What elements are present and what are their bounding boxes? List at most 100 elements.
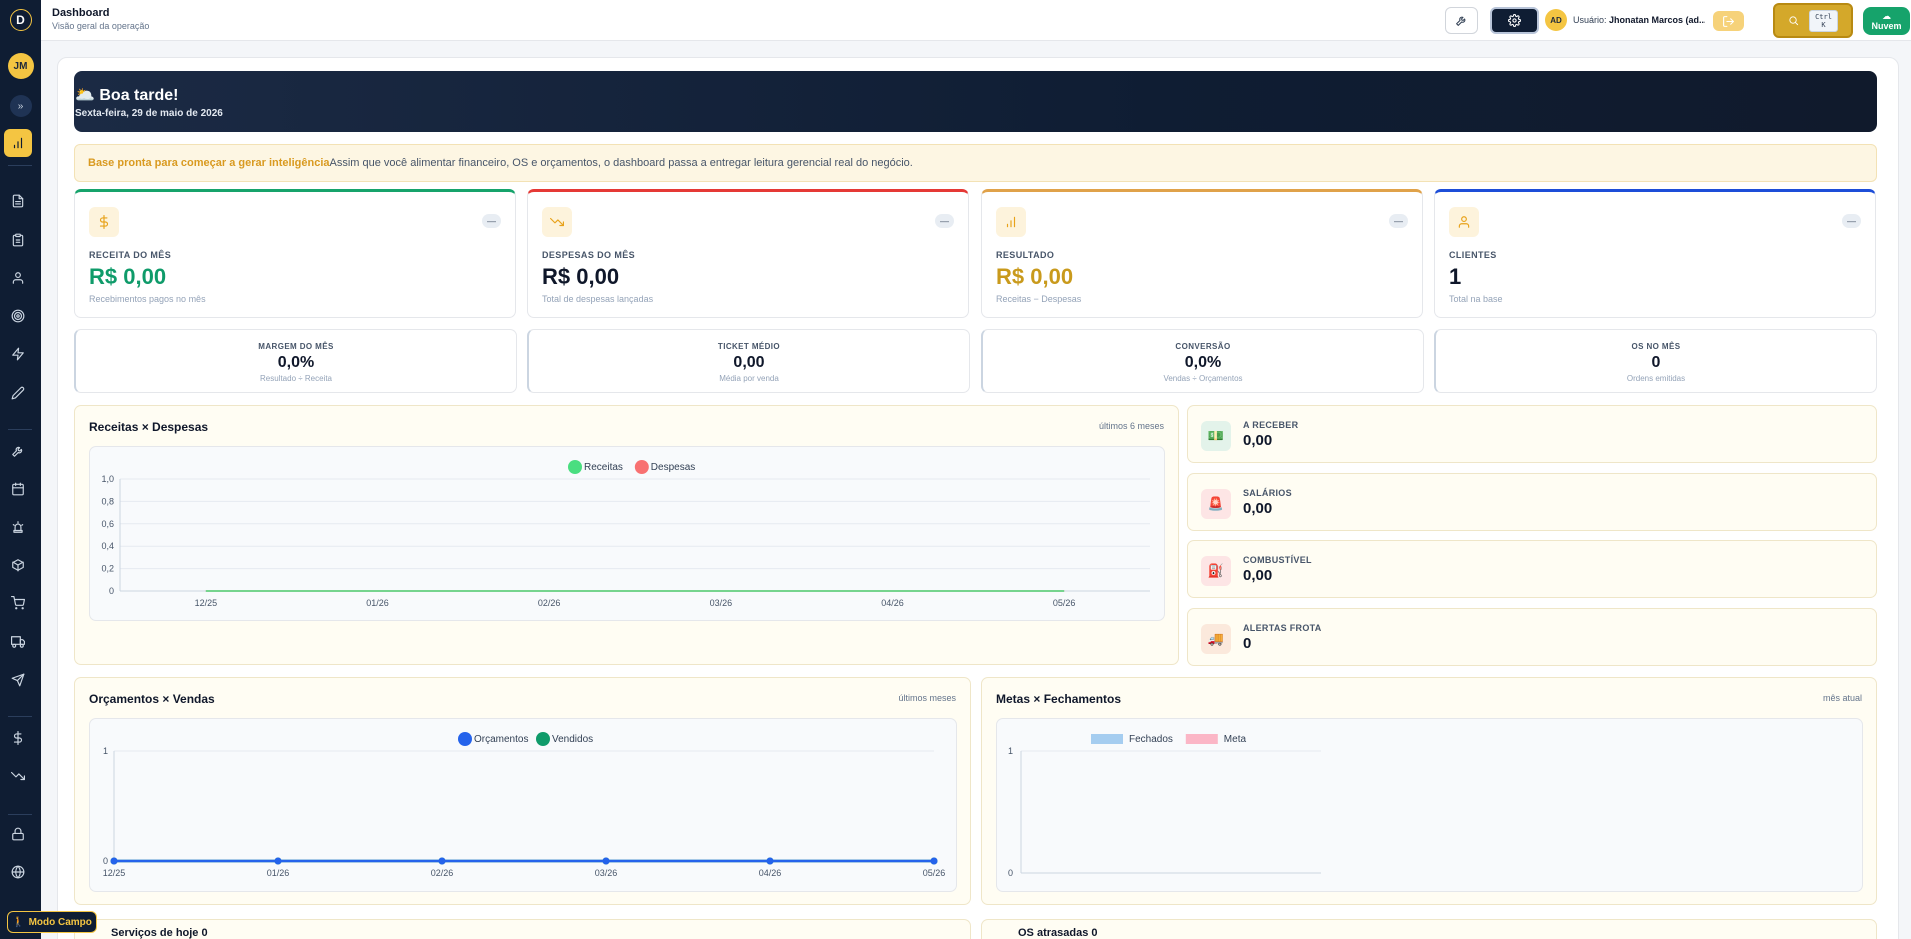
sidebar-item-web[interactable]: [4, 858, 32, 886]
notice-text: Assim que você alimentar financeiro, OS …: [329, 157, 913, 169]
data-point: [274, 857, 282, 865]
x-tick-label: 12/25: [103, 868, 126, 878]
sidebar-item-tools[interactable]: [4, 437, 32, 465]
kpi-label: DESPESAS DO MÊS: [542, 250, 636, 260]
logout-button[interactable]: [1713, 11, 1744, 31]
data-point: [110, 857, 118, 865]
overdue-os-card: OS atrasadas 0: [981, 919, 1877, 939]
metric-subtitle: Vendas ÷ Orçamentos: [1163, 374, 1243, 383]
overdue-os-title: OS atrasadas 0: [1018, 927, 1098, 939]
sidebar-item-edit[interactable]: [4, 379, 32, 407]
kpi-trend-pill: —: [1389, 214, 1408, 228]
greeting-banner: 🌥️ Boa tarde! Sexta-feira, 29 de maio de…: [74, 71, 1877, 132]
logout-icon: [1723, 15, 1734, 27]
sidebar: D JM »: [0, 0, 41, 939]
x-tick-label: 04/26: [759, 868, 782, 878]
sidebar-item-automation[interactable]: [4, 340, 32, 368]
tools-button[interactable]: [1445, 7, 1478, 34]
sidebar-item-dashboard[interactable]: [4, 129, 32, 157]
chart-range: últimos 6 meses: [1098, 421, 1164, 431]
clipboard-icon: [12, 233, 24, 247]
metric-value: 0,0%: [277, 354, 315, 371]
x-tick-label: 05/26: [1053, 598, 1076, 608]
sidebar-divider: [8, 429, 32, 430]
sidebar-item-finance[interactable]: [4, 724, 32, 752]
walker-icon: 🚶: [12, 916, 25, 928]
y-tick-label: 0,6: [101, 519, 114, 529]
bar-chart-icon: [13, 137, 23, 149]
sidebar-item-security[interactable]: [4, 820, 32, 848]
kpi-label: CLIENTES: [1449, 250, 1497, 260]
bar-chart-icon: [1006, 216, 1016, 228]
x-tick-label: 01/26: [267, 868, 290, 878]
x-tick-label: 03/26: [710, 598, 733, 608]
sidebar-item-clipboard[interactable]: [4, 226, 32, 254]
kpi-subtitle: Total de despesas lançadas: [542, 294, 654, 304]
siren-icon: [12, 521, 24, 533]
trending-down-icon: [550, 217, 564, 227]
stat-card: ⛽ COMBUSTÍVEL 0,00: [1187, 540, 1877, 598]
sidebar-item-routes[interactable]: [4, 666, 32, 694]
orcamentos-vendas-chart: 1 0 12/25 01/26 02/26 03/26 04/26 05/26 Orçament…: [103, 732, 945, 878]
y-tick-label: 1: [1008, 746, 1013, 756]
metric-subtitle: Média por venda: [719, 374, 779, 383]
cloud-button[interactable]: ☁ Nuvem: [1863, 7, 1910, 35]
truck-icon: 🚚: [1201, 624, 1231, 654]
y-tick-label: 0: [109, 586, 114, 596]
legend-label: Fechados: [1129, 734, 1173, 745]
chart-title: Metas × Fechamentos: [996, 692, 1122, 706]
metric-value: 0,00: [733, 354, 765, 371]
sidebar-item-calendar[interactable]: [4, 475, 32, 503]
legend-label: Receitas: [584, 462, 623, 473]
sidebar-item-fleet[interactable]: [4, 628, 32, 656]
sidebar-item-users[interactable]: [4, 264, 32, 292]
y-tick-label: 1,0: [101, 474, 114, 484]
header-avatar[interactable]: AD: [1545, 9, 1567, 31]
chart-card-orcamentos-vendas: Orçamentos × Vendas últimos meses 1 0 12/2…: [74, 677, 971, 905]
stat-label: COMBUSTÍVEL: [1243, 555, 1312, 565]
sidebar-item-documents[interactable]: [4, 187, 32, 215]
sidebar-item-expenses[interactable]: [4, 762, 32, 790]
x-tick-label: 02/26: [538, 598, 561, 608]
sidebar-divider: [8, 716, 32, 717]
stat-card: 🚚 ALERTAS FROTA 0: [1187, 608, 1877, 666]
user-avatar[interactable]: JM: [7, 53, 34, 79]
stat-value: 0,00: [1243, 432, 1273, 449]
modo-campo-button[interactable]: 🚶 Modo Campo: [7, 911, 97, 933]
command-search-button[interactable]: Ctrl K: [1773, 3, 1853, 38]
x-tick-label: 02/26: [431, 868, 454, 878]
truck-icon: [11, 636, 25, 648]
chart-card-metas-fechamentos: Metas × Fechamentos mês atual 1 0 Fechados…: [981, 677, 1877, 905]
chart-card-receitas-despesas: Receitas × Despesas últimos 6 meses 1,0 0…: [74, 405, 1179, 665]
legend-label: Vendidos: [552, 734, 593, 745]
globe-icon: [11, 865, 25, 879]
metric-card: CONVERSÃO 0,0% Vendas ÷ Orçamentos: [981, 329, 1424, 393]
sidebar-divider: [8, 165, 32, 166]
stat-value: 0,00: [1243, 567, 1273, 584]
expand-sidebar-button[interactable]: »: [9, 95, 32, 117]
sidebar-item-inventory[interactable]: [4, 551, 32, 579]
chart-area: 1,0 0,8 0,6 0,4 0,2 0 12/25 01/26 02/26 03/26 04/2…: [89, 446, 1165, 621]
cloud-icon: ☁: [1882, 11, 1891, 21]
kpi-card: — RECEITA DO MÊS R$ 0,00 Recebimentos pagos…: [74, 189, 516, 318]
sidebar-item-alerts[interactable]: [4, 513, 32, 541]
metric-label: OS NO MÊS: [1631, 342, 1681, 351]
box-icon: [12, 559, 24, 572]
gear-icon: [1508, 14, 1521, 27]
chart-range: últimos meses: [898, 693, 956, 703]
settings-button[interactable]: [1490, 7, 1539, 34]
cart-icon: [11, 596, 25, 610]
receitas-despesas-chart: 1,0 0,8 0,6 0,4 0,2 0 12/25 01/26 02/26 03/26 04/2…: [101, 460, 1150, 608]
app-logo[interactable]: D: [9, 9, 32, 31]
wrench-icon: [1456, 16, 1466, 26]
search-icon: [1789, 16, 1799, 26]
sidebar-item-targets[interactable]: [4, 302, 32, 330]
page-title: Dashboard: [52, 7, 110, 19]
services-today-title: Serviços de hoje 0: [111, 927, 208, 939]
page-subtitle: Visão geral da operação: [52, 21, 150, 31]
sidebar-item-shop[interactable]: [4, 589, 32, 617]
kpi-label: RECEITA DO MÊS: [89, 250, 172, 260]
y-tick-label: 0: [1008, 868, 1013, 878]
chart-title: Receitas × Despesas: [89, 420, 209, 434]
target-icon: [11, 309, 25, 323]
